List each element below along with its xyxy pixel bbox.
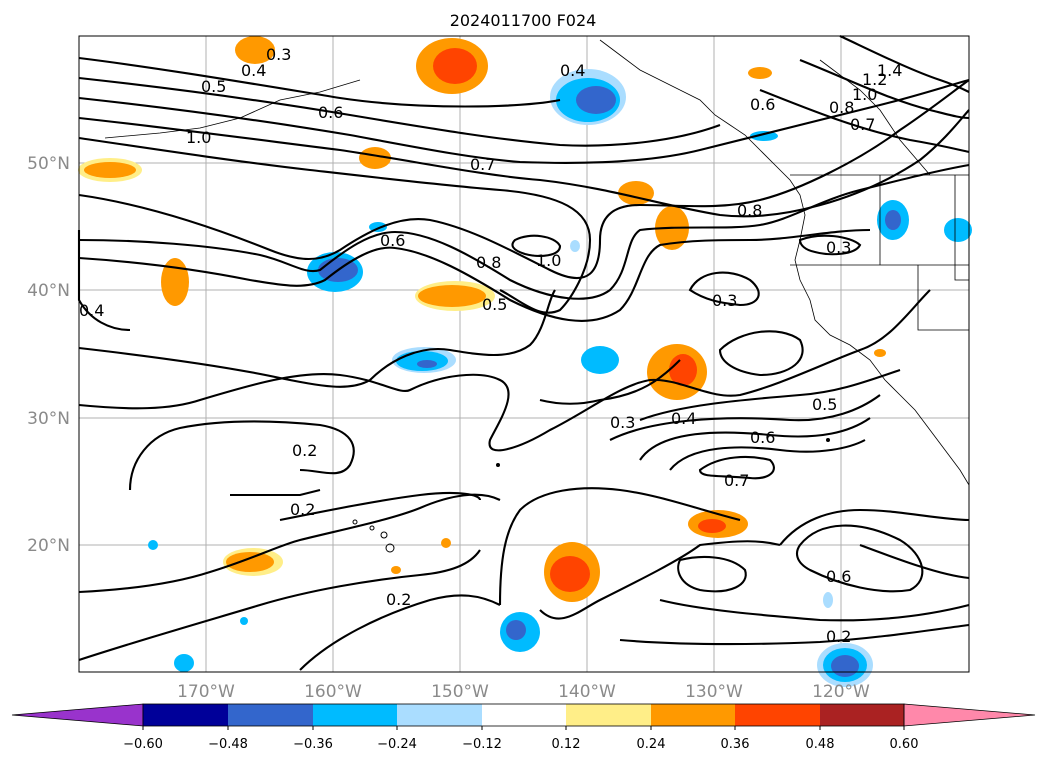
- colorbar-cell: [313, 704, 397, 726]
- coastlines: [104, 39, 970, 553]
- contour-labels: 0.3 0.4 0.5 0.6 1.0 0.7 0.4 0.6 1.2 1.4 …: [79, 45, 902, 646]
- gridlines: [79, 36, 969, 672]
- colorbar-tick-label: −0.36: [293, 737, 333, 752]
- colorbar-cell: [397, 704, 482, 726]
- lon-label: 170°W: [177, 682, 235, 702]
- contour-label: 0.8: [829, 98, 854, 117]
- colorbar-tick-label: −0.24: [377, 737, 417, 752]
- contour-label: 0.5: [812, 395, 837, 414]
- latitude-labels: 50°N 40°N 30°N 20°N: [27, 154, 70, 556]
- colorbar-tick-label: −0.60: [123, 737, 163, 752]
- lon-label: 150°W: [431, 682, 489, 702]
- contour-label: 1.2: [862, 70, 887, 89]
- contour-label: 0.3: [266, 45, 291, 64]
- contour-label: 0.4: [79, 301, 104, 320]
- contour-label: 0.3: [826, 238, 851, 257]
- colorbar: −0.60 −0.48 −0.36 −0.24 −0.12 0.12 0.24 …: [11, 703, 1036, 752]
- contour-label: 0.7: [470, 155, 495, 174]
- contour-label: 1.4: [877, 61, 902, 80]
- contour-label: 0.8: [737, 201, 762, 220]
- map-title: 2024011700 F024: [450, 11, 597, 30]
- colorbar-cell: [820, 704, 904, 726]
- contour-label: 0.3: [712, 291, 737, 310]
- lat-label: 20°N: [27, 536, 70, 556]
- lat-label: 30°N: [27, 409, 70, 429]
- lat-label: 50°N: [27, 154, 70, 174]
- contour-label: 0.4: [671, 409, 696, 428]
- contour-label: 0.5: [482, 295, 507, 314]
- lon-label: 160°W: [304, 682, 362, 702]
- contour-label: 0.2: [826, 627, 851, 646]
- contour-label: 1.0: [536, 251, 561, 270]
- contour-label: 0.6: [380, 231, 405, 250]
- colorbar-tick-label: −0.12: [462, 737, 502, 752]
- contour-label: 0.6: [826, 567, 851, 586]
- longitude-labels: 170°W 160°W 150°W 140°W 130°W 120°W: [177, 682, 870, 702]
- colorbar-cell: [735, 704, 820, 726]
- contour-label: 0.4: [241, 61, 266, 80]
- contour-label: 0.7: [724, 471, 749, 490]
- colorbar-tick-label: −0.48: [208, 737, 248, 752]
- contour-label: 0.8: [476, 253, 501, 272]
- map-panel: 0.3 0.4 0.5 0.6 1.0 0.7 0.4 0.6 1.2 1.4 …: [77, 35, 972, 687]
- shaded-fields: [78, 36, 972, 687]
- lon-label: 140°W: [558, 682, 616, 702]
- contour-label: 0.5: [201, 77, 226, 96]
- contour-label: 0.4: [560, 61, 585, 80]
- colorbar-cell: [228, 704, 313, 726]
- colorbar-tick-label: 0.24: [637, 737, 666, 752]
- colorbar-cell: [903, 703, 1036, 727]
- lon-label: 130°W: [685, 682, 743, 702]
- colorbar-tick-label: 0.36: [721, 737, 750, 752]
- contour-label: 1.0: [852, 85, 877, 104]
- colorbar-tick-label: 0.48: [806, 737, 835, 752]
- colorbar-cell: [143, 704, 228, 726]
- contour-label: 0.6: [318, 103, 343, 122]
- contour-label: 0.2: [290, 500, 315, 519]
- contour-label: 0.3: [610, 413, 635, 432]
- contour-label: 0.2: [386, 590, 411, 609]
- contour-lines: [77, 35, 970, 671]
- colorbar-cell: [566, 704, 651, 726]
- colorbar-tick-label: 0.60: [890, 737, 919, 752]
- contour-label: 0.7: [850, 115, 875, 134]
- lat-label: 40°N: [27, 281, 70, 301]
- contour-label: 0.6: [750, 428, 775, 447]
- map-frame: [78, 35, 970, 673]
- colorbar-tick-label: 0.12: [552, 737, 581, 752]
- lon-label: 120°W: [812, 682, 870, 702]
- contour-label: 1.0: [186, 128, 211, 147]
- colorbar-cell: [482, 704, 566, 726]
- contour-label: 0.6: [750, 95, 775, 114]
- colorbar-cell: [11, 703, 144, 727]
- colorbar-cell: [651, 704, 735, 726]
- contour-label: 0.2: [292, 441, 317, 460]
